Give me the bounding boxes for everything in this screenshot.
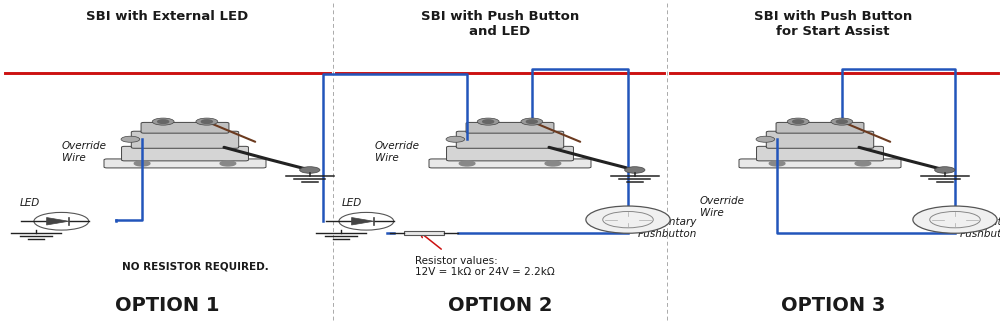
Text: SBI with Push Button
and LED: SBI with Push Button and LED bbox=[421, 10, 579, 38]
Circle shape bbox=[756, 136, 775, 142]
FancyBboxPatch shape bbox=[429, 159, 591, 168]
Bar bbox=[404, 231, 444, 235]
Circle shape bbox=[913, 206, 997, 233]
Text: SBI with External LED: SBI with External LED bbox=[86, 10, 248, 23]
Text: LED: LED bbox=[20, 199, 40, 208]
Circle shape bbox=[545, 161, 561, 166]
Circle shape bbox=[586, 206, 670, 233]
Circle shape bbox=[121, 136, 140, 142]
Circle shape bbox=[459, 161, 475, 166]
FancyBboxPatch shape bbox=[447, 146, 573, 161]
Text: Resistor values:
12V = 1kΩ or 24V = 2.2kΩ: Resistor values: 12V = 1kΩ or 24V = 2.2k… bbox=[415, 256, 555, 277]
Circle shape bbox=[521, 118, 543, 125]
Text: Override
Wire: Override Wire bbox=[700, 196, 745, 217]
Circle shape bbox=[793, 120, 804, 123]
Text: Override
Wire: Override Wire bbox=[62, 141, 107, 162]
Polygon shape bbox=[352, 217, 374, 225]
Circle shape bbox=[196, 118, 218, 125]
Text: OPTION 2: OPTION 2 bbox=[448, 296, 552, 315]
Circle shape bbox=[787, 118, 809, 125]
Circle shape bbox=[300, 167, 320, 173]
FancyBboxPatch shape bbox=[766, 131, 874, 148]
Text: Momentary
Pushbutton: Momentary Pushbutton bbox=[960, 217, 1000, 238]
FancyBboxPatch shape bbox=[104, 159, 266, 168]
Circle shape bbox=[152, 118, 174, 125]
FancyBboxPatch shape bbox=[122, 146, 248, 161]
FancyBboxPatch shape bbox=[456, 131, 564, 148]
Text: Override
Wire: Override Wire bbox=[375, 141, 420, 162]
FancyBboxPatch shape bbox=[141, 122, 229, 133]
FancyBboxPatch shape bbox=[131, 131, 239, 148]
Text: NO RESISTOR REQUIRED.: NO RESISTOR REQUIRED. bbox=[122, 262, 268, 271]
Circle shape bbox=[477, 118, 499, 125]
Circle shape bbox=[483, 120, 494, 123]
FancyBboxPatch shape bbox=[466, 122, 554, 133]
Circle shape bbox=[769, 161, 785, 166]
Circle shape bbox=[220, 161, 236, 166]
Text: OPTION 3: OPTION 3 bbox=[781, 296, 885, 315]
Text: LED: LED bbox=[342, 199, 362, 208]
Text: OPTION 1: OPTION 1 bbox=[115, 296, 219, 315]
Circle shape bbox=[526, 120, 537, 123]
FancyBboxPatch shape bbox=[776, 122, 864, 133]
Polygon shape bbox=[47, 217, 69, 225]
Circle shape bbox=[446, 136, 465, 142]
Circle shape bbox=[625, 167, 645, 173]
FancyBboxPatch shape bbox=[739, 159, 901, 168]
Circle shape bbox=[831, 118, 853, 125]
Circle shape bbox=[134, 161, 150, 166]
Circle shape bbox=[836, 120, 847, 123]
Text: Momentary
Pushbutton: Momentary Pushbutton bbox=[638, 217, 697, 238]
Text: SBI with Push Button
for Start Assist: SBI with Push Button for Start Assist bbox=[754, 10, 912, 38]
FancyBboxPatch shape bbox=[757, 146, 883, 161]
Circle shape bbox=[158, 120, 169, 123]
Circle shape bbox=[935, 167, 955, 173]
Circle shape bbox=[201, 120, 212, 123]
Circle shape bbox=[855, 161, 871, 166]
